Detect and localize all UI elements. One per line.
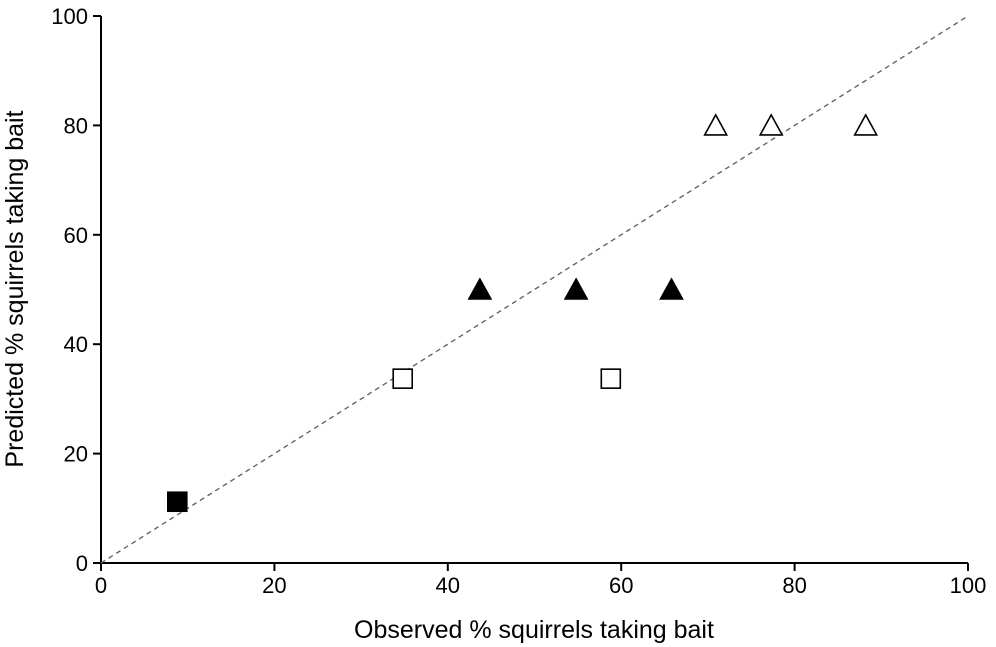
- axes: 0 20 40 60 80 100 0 20 40 60 80 100: [51, 4, 986, 598]
- x-tick-label: 60: [609, 573, 633, 598]
- y-tick-label: 100: [51, 4, 88, 29]
- x-tick-label: 0: [95, 573, 107, 598]
- open-square-point: [600, 368, 622, 389]
- y-tick-label: 80: [64, 113, 88, 138]
- filled-triangle-point: [467, 277, 493, 300]
- y-tick-label: 20: [64, 442, 88, 467]
- y-tick-label: 40: [64, 332, 88, 357]
- x-tick-label: 40: [436, 573, 460, 598]
- open-triangle-point: [853, 113, 879, 136]
- y-tick-label: 0: [76, 551, 88, 576]
- x-tick-label: 100: [950, 573, 987, 598]
- open-triangle-point: [758, 113, 784, 136]
- filled-triangle-point: [563, 277, 589, 300]
- filled-triangle-point: [659, 277, 684, 300]
- reference-line-group: [100, 15, 969, 564]
- y-axis-label: Predicted % squirrels taking bait: [1, 110, 29, 467]
- x-tick-label: 20: [262, 573, 286, 598]
- data-points: [166, 113, 879, 513]
- open-square-point: [392, 368, 414, 389]
- x-tick-label: 80: [782, 573, 806, 598]
- open-triangle-point: [703, 113, 729, 136]
- reference-line: [100, 15, 969, 564]
- filled-square-point: [166, 491, 188, 513]
- x-axis-label: Observed % squirrels taking bait: [354, 616, 714, 644]
- y-tick-label: 60: [64, 223, 88, 248]
